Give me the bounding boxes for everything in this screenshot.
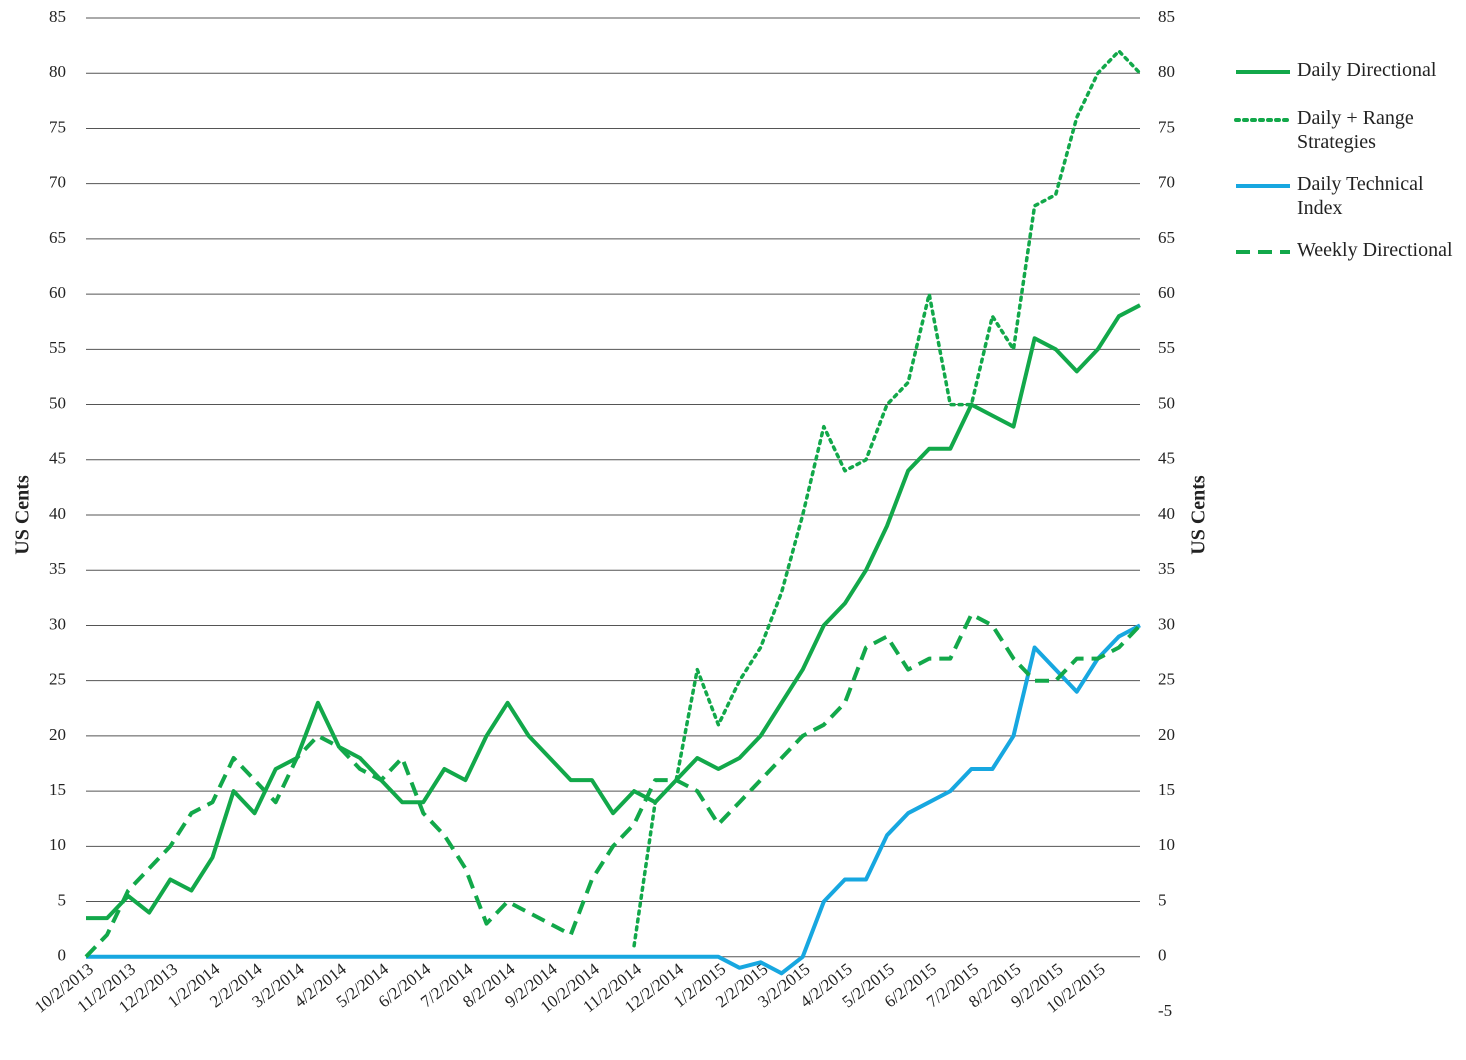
legend: Daily Directional Daily + Range Strategie… bbox=[1232, 58, 1462, 286]
y2-tick-label: 15 bbox=[1158, 780, 1175, 799]
y2-tick-label: 75 bbox=[1158, 117, 1175, 136]
legend-label: Daily Directional bbox=[1297, 59, 1437, 81]
y2-tick-label: 70 bbox=[1158, 173, 1175, 192]
y-tick-label: 25 bbox=[49, 670, 66, 689]
y2-tick-label: 35 bbox=[1158, 559, 1175, 578]
y-tick-label: 40 bbox=[49, 504, 66, 523]
y2-tick-label: 20 bbox=[1158, 725, 1175, 744]
y2-tick-label: 40 bbox=[1158, 504, 1175, 523]
y-tick-label: 55 bbox=[49, 338, 66, 357]
y-tick-label: 15 bbox=[49, 780, 66, 799]
y2-tick-label: 30 bbox=[1158, 614, 1175, 633]
y-tick-label: 80 bbox=[49, 62, 66, 81]
y2-tick-label: 65 bbox=[1158, 228, 1175, 247]
series-line bbox=[86, 623, 1141, 976]
y-tick-label: 35 bbox=[49, 559, 66, 578]
legend-label: Daily + Range Strategies bbox=[1297, 107, 1414, 153]
legend-entry: Daily + Range Strategies bbox=[1232, 106, 1462, 154]
legend-swatch bbox=[1236, 250, 1290, 254]
legend-swatch bbox=[1234, 118, 1292, 122]
y-tick-label: 75 bbox=[49, 117, 66, 136]
y-tick-label: 50 bbox=[49, 393, 66, 412]
series-line bbox=[86, 303, 1141, 921]
y2-tick-label: 80 bbox=[1158, 62, 1175, 81]
y-tick-label: 5 bbox=[58, 890, 67, 909]
y-tick-label: 20 bbox=[49, 725, 66, 744]
legend-entry: Daily Directional bbox=[1232, 58, 1462, 88]
y-axis-title: US Cents bbox=[12, 475, 34, 555]
y2-axis-title: US Cents bbox=[1188, 475, 1210, 555]
y2-tick-label: 55 bbox=[1158, 338, 1175, 357]
y2-tick-label: 5 bbox=[1158, 890, 1167, 909]
y-tick-label: 65 bbox=[49, 228, 66, 247]
y2-tick-label: -5 bbox=[1158, 1001, 1172, 1020]
y2-tick-label: 85 bbox=[1158, 7, 1175, 26]
legend-entry: Daily Technical Index bbox=[1232, 172, 1462, 220]
y-tick-label: 30 bbox=[49, 614, 66, 633]
y-tick-label: 10 bbox=[49, 835, 66, 854]
legend-label: Daily Technical Index bbox=[1297, 173, 1424, 219]
y-tick-label: 0 bbox=[58, 946, 67, 965]
legend-label: Weekly Directional bbox=[1297, 239, 1453, 261]
series-line bbox=[632, 49, 1142, 948]
series-line bbox=[84, 612, 1142, 959]
legend-entry: Weekly Directional bbox=[1232, 238, 1462, 268]
y-tick-label: 45 bbox=[49, 449, 66, 468]
legend-swatch bbox=[1236, 184, 1290, 188]
y-tick-label: 60 bbox=[49, 283, 66, 302]
y2-tick-label: 45 bbox=[1158, 449, 1175, 468]
y2-tick-label: 50 bbox=[1158, 393, 1175, 412]
y-tick-label: 85 bbox=[49, 7, 66, 26]
y2-tick-label: 10 bbox=[1158, 835, 1175, 854]
legend-swatch bbox=[1236, 70, 1290, 74]
y2-tick-label: 60 bbox=[1158, 283, 1175, 302]
y2-tick-label: 25 bbox=[1158, 670, 1175, 689]
y-tick-label: 70 bbox=[49, 173, 66, 192]
y2-tick-label: 0 bbox=[1158, 946, 1167, 965]
